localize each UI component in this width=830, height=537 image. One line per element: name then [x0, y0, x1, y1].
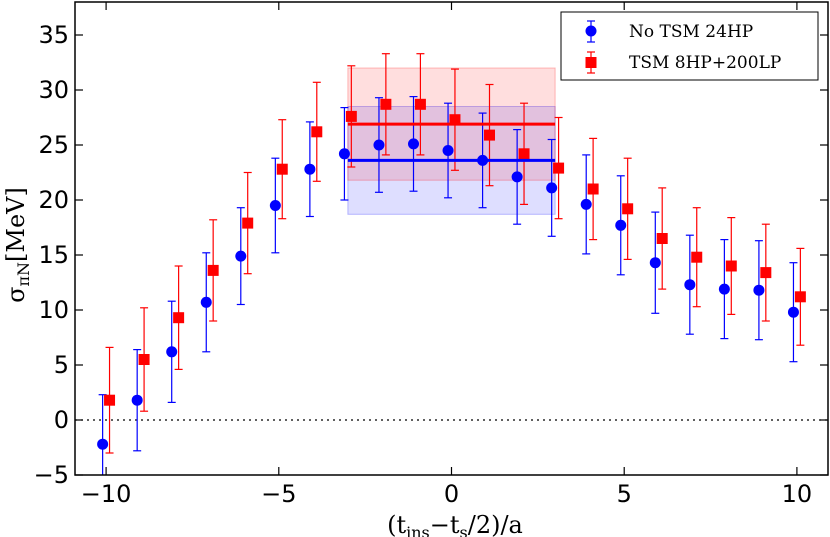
data-point: [311, 126, 323, 138]
legend-label-tsm: TSM 8HP+200LP: [629, 53, 781, 73]
data-point: [691, 251, 703, 263]
data-point: [408, 138, 420, 150]
legend-marker-circle: [585, 25, 597, 37]
y-tick-label: 10: [38, 296, 69, 324]
data-point: [553, 162, 565, 174]
data-point: [649, 257, 661, 269]
data-point: [166, 346, 178, 358]
data-point: [304, 163, 316, 175]
data-point: [511, 171, 523, 183]
data-point: [622, 203, 634, 215]
data-point: [580, 198, 592, 210]
data-point: [483, 129, 495, 141]
x-tick-label: 5: [617, 480, 632, 508]
data-point: [442, 145, 454, 156]
data-point: [684, 279, 696, 291]
data-point: [753, 284, 765, 296]
series-1: [104, 53, 806, 454]
series-layer: [97, 53, 806, 475]
y-tick-label: 0: [54, 406, 69, 434]
y-tick-label: −5: [34, 461, 69, 489]
data-point: [138, 354, 150, 365]
axis-ticks: −10 −5 0 5 10 −5 0 5 10 15 20 25 30 35: [34, 2, 828, 508]
legend: No TSM 24HP TSM 8HP+200LP: [560, 11, 819, 81]
data-point: [546, 182, 558, 194]
legend-label-no-tsm: No TSM 24HP: [629, 22, 753, 42]
series-0: [97, 95, 799, 475]
data-point: [131, 394, 143, 406]
data-point: [345, 110, 357, 122]
y-tick-label: 15: [38, 241, 69, 269]
x-tick-label: −5: [261, 480, 296, 508]
data-point: [269, 200, 281, 211]
data-point: [207, 264, 219, 276]
data-point: [97, 438, 109, 450]
data-point: [104, 394, 116, 406]
data-point: [338, 148, 350, 160]
data-point: [235, 250, 247, 262]
data-point: [615, 219, 627, 231]
data-point: [200, 296, 212, 308]
data-point: [718, 283, 730, 295]
data-point: [656, 233, 668, 244]
data-point: [760, 267, 772, 279]
data-point: [794, 291, 806, 303]
data-point: [725, 260, 737, 272]
data-point: [414, 98, 426, 110]
legend-marker-square: [585, 57, 597, 68]
legend-entry-tsm: TSM 8HP+200LP: [585, 51, 781, 74]
data-point: [173, 312, 185, 324]
data-point: [449, 114, 461, 126]
x-tick-label: −10: [81, 480, 132, 508]
y-tick-label: 25: [38, 131, 69, 159]
y-axis-label: σπN[MeV]: [2, 187, 33, 303]
data-point: [242, 217, 254, 229]
data-point: [276, 163, 288, 175]
fit-lines: [347, 122, 556, 162]
data-point: [518, 148, 530, 160]
data-point: [373, 139, 385, 151]
y-tick-label: 35: [38, 21, 69, 49]
x-tick-label: 10: [782, 480, 813, 508]
x-axis-label: (tins−ts/2)/a: [387, 511, 523, 537]
x-tick-label: 0: [444, 480, 459, 508]
y-tick-label: 5: [54, 351, 69, 379]
legend-entry-no-tsm: No TSM 24HP: [585, 20, 753, 43]
y-tick-label: 30: [38, 76, 69, 104]
data-point: [587, 183, 599, 195]
data-point: [380, 98, 392, 110]
y-tick-label: 20: [38, 186, 69, 214]
data-point: [787, 306, 799, 318]
